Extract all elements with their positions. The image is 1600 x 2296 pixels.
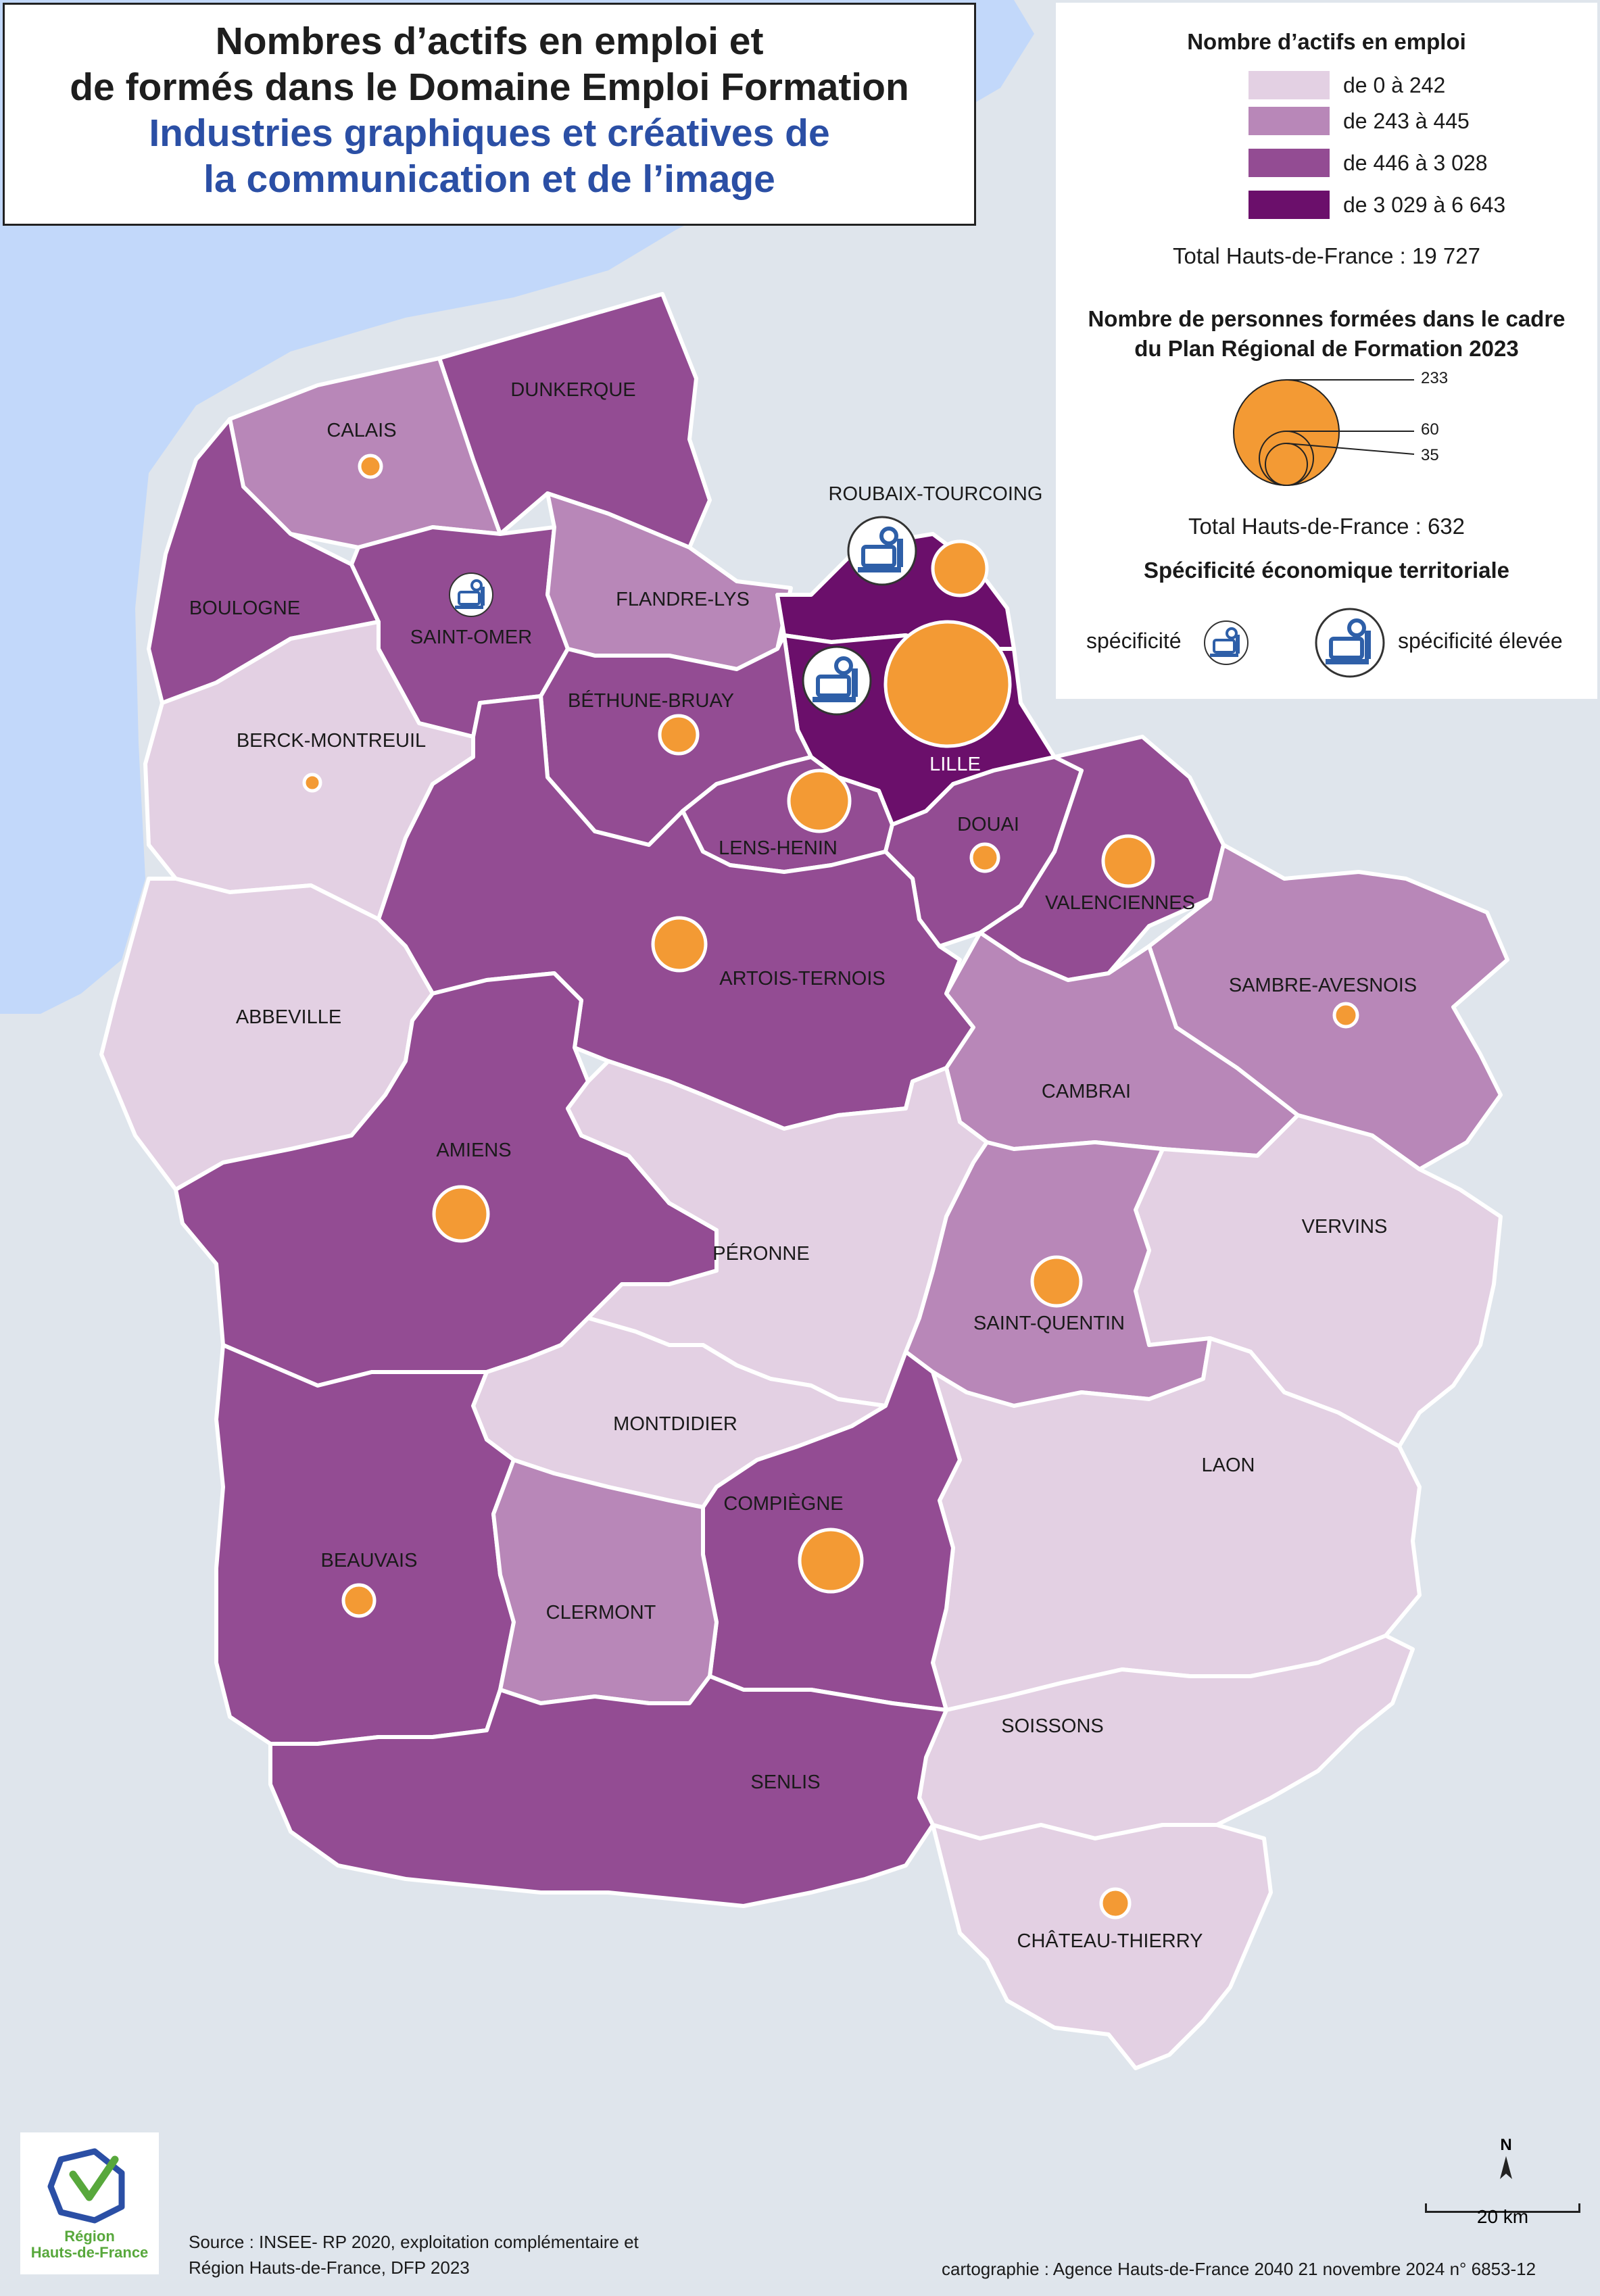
legend-trained-title-1: Nombre de personnes formées dans le cadr… (1088, 306, 1566, 331)
bubble-lens-henin (787, 768, 852, 833)
bubble-saint-quentin (1030, 1255, 1083, 1308)
title-line-4: la communication et de l’image (203, 157, 775, 201)
title-line-1: Nombres d’actifs en emploi et (215, 20, 764, 63)
zone-label-saint-omer: SAINT-OMER (410, 627, 532, 648)
zone-label-peronne: PÉRONNE (712, 1242, 809, 1265)
bubble-roubaix-tourcoing (931, 539, 989, 597)
zone-label-amiens: AMIENS (436, 1140, 511, 1161)
zone-label-flandre-lys: FLANDRE-LYS (616, 589, 750, 610)
legend-specificity-title: Spécificité économique territoriale (1144, 558, 1509, 583)
zone-label-lille: LILLE (929, 754, 981, 775)
legend-class-3-label: de 446 à 3 028 (1343, 151, 1488, 175)
legend-specificity-high-label: spécificité élevée (1398, 629, 1563, 653)
bubble-lille (883, 620, 1012, 748)
legend-class-1-label: de 0 à 242 (1343, 73, 1446, 97)
source-note: Source : INSEE- RP 2020, exploitation co… (189, 2229, 639, 2280)
logo-text-2: Hauts-de-France (30, 2244, 149, 2261)
zone-label-valenciennes: VALENCIENNES (1045, 892, 1195, 914)
north-arrow-icon (1500, 2156, 1512, 2179)
bubble-compiegne (798, 1528, 864, 1594)
zone-label-boulogne: BOULOGNE (189, 597, 300, 619)
legend-employment-total: Total Hauts-de-France : 19 727 (1173, 243, 1480, 268)
legend-specificity-label: spécificité (1086, 629, 1182, 653)
zone-beauvais[interactable] (214, 1343, 516, 1746)
region-logo: Région Hauts-de-France (20, 2132, 159, 2274)
legend-specificity-icon (1204, 620, 1249, 665)
bubble-douai (969, 842, 1000, 873)
legend-specificity-high-icon (1315, 608, 1385, 678)
region-logo-mark (47, 2148, 125, 2224)
specificity-icon-saint-omer (449, 572, 493, 617)
zone-chateau-thierry[interactable] (931, 1823, 1273, 2070)
zone-label-abbeville: ABBEVILLE (236, 1006, 341, 1028)
bubble-artois-ternois (651, 916, 708, 973)
zone-label-vervins: VERVINS (1302, 1216, 1388, 1238)
bubble-valenciennes (1101, 834, 1155, 888)
specificity-high-icon-lille (802, 645, 872, 716)
north-arrow: N (1496, 2136, 1516, 2187)
legend-swatch-2 (1249, 107, 1330, 135)
legend-circle-value-60: 60 (1421, 420, 1439, 439)
zone-label-laon: LAON (1202, 1455, 1255, 1476)
legend-employment-title: Nombre d’actifs en emploi (1187, 29, 1466, 54)
bubble-sambre-avesnois (1332, 1002, 1359, 1029)
zone-label-soissons: SOISSONS (1001, 1715, 1104, 1737)
legend-circle-sizes (1233, 379, 1415, 486)
source-line-2: Région Hauts-de-France, DFP 2023 (189, 2257, 470, 2278)
legend-swatch-4 (1249, 191, 1330, 219)
sea (0, 0, 1034, 1014)
bubble-berck-montreuil (302, 773, 322, 793)
legend-class-2-label: de 243 à 445 (1343, 109, 1470, 133)
zone-label-bethune-bruay: BÉTHUNE-BRUAY (568, 689, 734, 712)
zone-label-montdidier: MONTDIDIER (613, 1413, 737, 1435)
legend-circle-value-35: 35 (1421, 446, 1439, 464)
zone-label-cambrai: CAMBRAI (1042, 1081, 1131, 1102)
legend-class-4-label: de 3 029 à 6 643 (1343, 193, 1506, 217)
bubble-bethune-bruay (658, 714, 700, 756)
zone-label-sambre-avesnois: SAMBRE-AVESNOIS (1229, 975, 1417, 996)
zone-label-senlis: SENLIS (750, 1772, 820, 1793)
logo-text-1: Région (64, 2228, 115, 2245)
zone-label-douai: DOUAI (957, 814, 1019, 835)
bubble-chateau-thierry (1099, 1887, 1132, 1920)
legend-trained-title-2: du Plan Régional de Formation 2023 (1134, 336, 1519, 361)
title-box: Nombres d’actifs en emploi et de formés … (3, 3, 976, 226)
credit-note: cartographie : Agence Hauts-de-France 20… (942, 2259, 1536, 2279)
zone-label-beauvais: BEAUVAIS (321, 1550, 418, 1571)
specificity-high-icon-roubaix-tourcoing (847, 516, 917, 586)
zone-label-compiegne: COMPIÈGNE (723, 1492, 843, 1515)
zone-label-roubaix-tourcoing: ROUBAIX-TOURCOING (829, 483, 1043, 505)
zone-label-chateau-thierry: CHÂTEAU-THIERRY (1017, 1930, 1203, 1952)
north-label: N (1500, 2136, 1512, 2154)
zone-label-clermont: CLERMONT (546, 1602, 656, 1623)
scale-bar: 20 km (1425, 2190, 1580, 2230)
zone-senlis[interactable] (268, 1674, 948, 1908)
scale-label: 20 km (1476, 2206, 1529, 2227)
legend-swatch-3 (1249, 149, 1330, 177)
legend-circle-value-233: 233 (1421, 369, 1449, 387)
source-line-1: Source : INSEE- RP 2020, exploitation co… (189, 2232, 639, 2252)
title-line-3: Industries graphiques et créatives de (149, 112, 830, 155)
scale-bar-line (1425, 2203, 1580, 2213)
title-line-2: de formés dans le Domaine Emploi Formati… (70, 66, 909, 109)
zone-label-calais: CALAIS (326, 420, 396, 441)
bubble-calais (358, 454, 383, 479)
legend-swatch-1 (1249, 71, 1330, 99)
zone-label-lens-henin: LENS-HENIN (719, 837, 838, 859)
zone-label-artois-ternois: ARTOIS-TERNOIS (719, 968, 885, 990)
zone-label-saint-quentin: SAINT-QUENTIN (973, 1313, 1125, 1334)
legend: Nombre d’actifs en emploi de 0 à 242 de … (1056, 3, 1597, 699)
bubble-amiens (432, 1185, 490, 1243)
zone-label-dunkerque: DUNKERQUE (510, 379, 635, 401)
bubble-beauvais (341, 1583, 377, 1618)
legend-trained-total: Total Hauts-de-France : 632 (1188, 514, 1465, 539)
zone-label-berck-montreuil: BERCK-MONTREUIL (237, 730, 426, 752)
